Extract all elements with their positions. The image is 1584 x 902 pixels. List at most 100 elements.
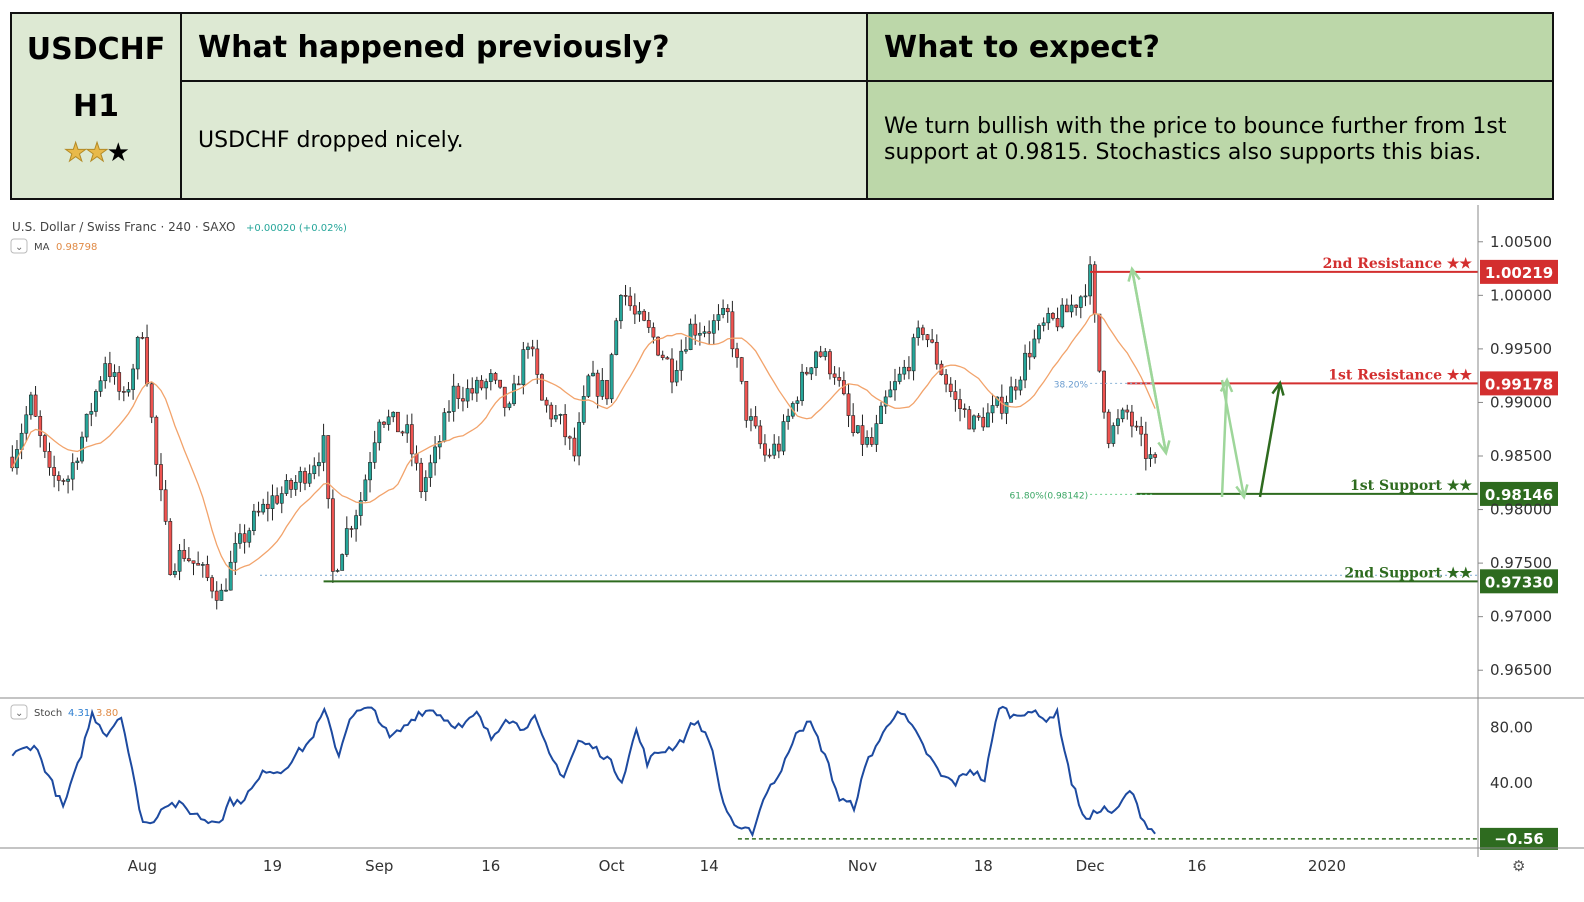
candle xyxy=(205,564,210,578)
ma-line xyxy=(11,312,1156,572)
candle xyxy=(832,373,837,378)
candle xyxy=(159,464,163,491)
candle xyxy=(990,405,995,414)
candle xyxy=(89,411,94,415)
candle xyxy=(461,398,465,402)
candle xyxy=(488,373,493,382)
candle xyxy=(456,385,461,399)
candle xyxy=(1130,411,1134,427)
candle xyxy=(526,346,530,350)
candle xyxy=(344,528,349,555)
candle xyxy=(920,327,925,335)
expect-heading: What to expect? xyxy=(868,14,1552,82)
candle xyxy=(1055,318,1060,328)
candle xyxy=(154,416,159,465)
candle xyxy=(893,381,897,391)
levels: 2nd Resistance ★★ 1.00219 1st Resistance ★… xyxy=(260,256,1558,594)
candle xyxy=(707,331,712,334)
previous-heading: What happened previously? xyxy=(182,14,868,82)
candle xyxy=(925,334,930,341)
candle xyxy=(447,411,451,413)
candle xyxy=(721,308,725,315)
candle xyxy=(1143,433,1148,459)
candle xyxy=(646,320,651,328)
candle xyxy=(131,368,136,390)
info-header: USDCHF H1 ★★★ What happened previously? … xyxy=(10,12,1554,200)
candle xyxy=(479,379,484,389)
candle xyxy=(1125,409,1130,413)
previous-text: USDCHF dropped nicely. xyxy=(182,82,868,198)
candle xyxy=(907,366,911,372)
stoch-label: Stoch xyxy=(34,708,62,719)
candle xyxy=(173,570,177,575)
candle xyxy=(809,367,814,375)
time-tick-label: Sep xyxy=(365,857,393,875)
candle xyxy=(61,480,66,482)
candle xyxy=(1051,313,1055,319)
price-chart[interactable]: U.S. Dollar / Swiss Franc · 240 · SAXO +… xyxy=(0,205,1584,895)
price-tick-label: 0.99000 xyxy=(1490,393,1552,411)
candle xyxy=(200,564,205,566)
candle xyxy=(883,396,888,407)
candle xyxy=(976,415,981,418)
candle xyxy=(967,409,972,430)
candle xyxy=(818,351,823,357)
stoch-k-value: 4.31 xyxy=(68,708,90,719)
symbol-cell: USDCHF H1 ★★★ xyxy=(12,14,182,198)
candle xyxy=(433,446,437,464)
price-tick-label: 1.00500 xyxy=(1490,233,1552,251)
candle xyxy=(553,415,558,420)
candle xyxy=(75,460,80,463)
level-price-tag xyxy=(1480,371,1558,396)
price-tick-label: 0.98500 xyxy=(1490,447,1552,465)
chevron-down-icon[interactable]: ⌄ xyxy=(15,708,23,719)
candle xyxy=(888,389,893,398)
bullish-arrow-head xyxy=(1271,380,1285,396)
candle xyxy=(1027,352,1032,358)
candle xyxy=(730,311,735,350)
candle xyxy=(321,435,326,463)
candle xyxy=(660,354,665,358)
level-price-tag xyxy=(1480,569,1558,594)
candle xyxy=(214,590,219,601)
candle xyxy=(1069,304,1074,313)
time-tick-label: Aug xyxy=(128,857,157,875)
candle xyxy=(781,421,786,452)
candle xyxy=(396,411,400,433)
candle xyxy=(191,560,196,564)
candle xyxy=(697,333,702,336)
stoch-tick-label: 80.00 xyxy=(1490,719,1533,737)
candle xyxy=(409,424,414,455)
candle xyxy=(674,370,679,383)
candle xyxy=(251,510,256,531)
candle xyxy=(186,558,191,562)
instrument-label: U.S. Dollar / Swiss Franc · 240 · SAXO xyxy=(12,220,235,234)
candle xyxy=(995,396,1000,406)
settings-icon[interactable]: ⚙ xyxy=(1512,857,1525,875)
stoch-collapse-button[interactable] xyxy=(10,704,28,720)
candle xyxy=(1013,386,1018,391)
candle xyxy=(1041,322,1046,326)
candle xyxy=(739,357,744,382)
collapse-button[interactable] xyxy=(10,238,28,254)
candle xyxy=(1083,295,1088,298)
level-label: 2nd Support ★★ xyxy=(1344,565,1472,581)
candle xyxy=(261,503,266,513)
candle xyxy=(502,386,507,408)
candle xyxy=(372,442,377,463)
candle xyxy=(944,374,948,385)
chevron-down-icon[interactable]: ⌄ xyxy=(15,242,23,253)
candle xyxy=(930,339,935,343)
candle xyxy=(498,379,503,388)
candle xyxy=(242,533,247,543)
candle xyxy=(786,415,791,422)
candle xyxy=(958,399,962,409)
candle xyxy=(879,405,883,424)
candle xyxy=(985,412,990,428)
candle xyxy=(224,589,228,592)
timeframe-label: H1 xyxy=(73,89,119,124)
candle xyxy=(865,437,870,445)
candle xyxy=(168,521,173,575)
candle xyxy=(618,295,623,322)
level-label: 2nd Resistance ★★ xyxy=(1323,256,1473,272)
